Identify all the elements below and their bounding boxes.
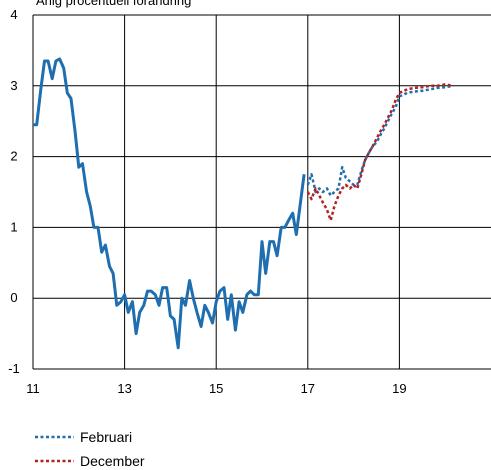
legend-label-februari: Februari xyxy=(80,429,132,445)
axis-labels: -1 0 1 2 3 4 11 13 15 17 19 xyxy=(8,7,406,396)
y-tick-label: 0 xyxy=(10,290,17,305)
x-tick-label: 19 xyxy=(392,381,406,396)
y-tick-label: 3 xyxy=(10,78,17,93)
series-layer xyxy=(33,57,454,350)
y-tick-label: 2 xyxy=(10,149,17,164)
x-tick-label: 13 xyxy=(117,381,131,396)
grid xyxy=(32,14,491,370)
chart-title: Årlig procentuell förändring xyxy=(36,0,191,8)
series-line-februari xyxy=(306,84,454,197)
series-line-december xyxy=(306,83,454,222)
x-tick-label: 17 xyxy=(301,381,315,396)
legend-label-december: December xyxy=(80,453,145,469)
y-tick-label: 1 xyxy=(10,219,17,234)
series-line-outcome xyxy=(33,57,306,350)
y-tick-label: 4 xyxy=(10,7,17,22)
y-tick-label: -1 xyxy=(8,361,20,376)
x-tick-label: 11 xyxy=(26,381,40,396)
legend: Februari December xyxy=(35,429,145,469)
x-tick-label: 15 xyxy=(209,381,223,396)
